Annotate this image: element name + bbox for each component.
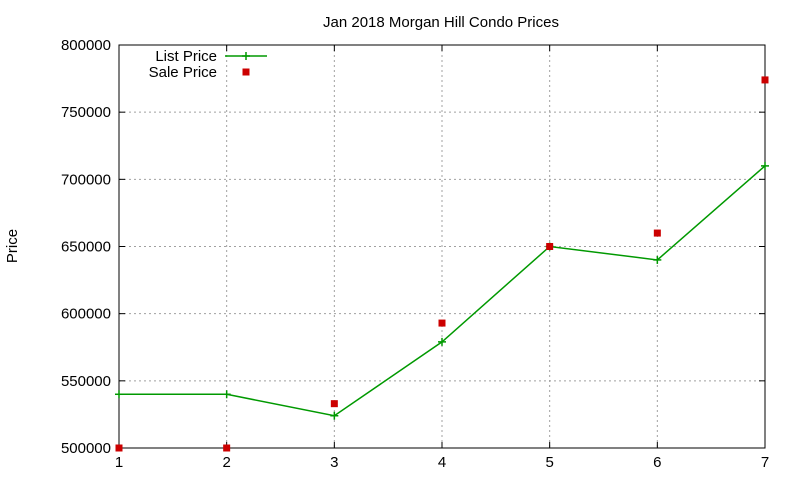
sale-price-point (330, 400, 338, 408)
y-tick-label: 550000 (61, 373, 111, 390)
sale-price-point (653, 229, 661, 237)
plot-frame (118, 44, 766, 449)
y-tick-label: 600000 (61, 306, 111, 323)
y-tick-label: 800000 (61, 37, 111, 54)
sale-price-point (546, 243, 554, 250)
sale-price-point (115, 444, 123, 452)
y-tick-label: 700000 (61, 171, 111, 188)
sale-price-point (223, 444, 231, 452)
legend-swatch-marker (242, 52, 250, 60)
legend-label: Sale Price (149, 64, 217, 81)
y-axis-label: Price (4, 229, 21, 263)
grid-lines (119, 45, 765, 448)
x-tick-label: 3 (330, 454, 338, 471)
axis-ticks: 500000 550000 600000 650000 700000 750000 8000… (61, 37, 769, 471)
x-tick-label: 1 (115, 454, 123, 471)
list-price-point (115, 390, 123, 399)
list-price-point (761, 161, 769, 170)
chart-title: Jan 2018 Morgan Hill Condo Prices (323, 14, 559, 31)
legend-swatch-marker (242, 68, 250, 76)
y-tick-label: 650000 (61, 239, 111, 256)
x-tick-label: 4 (438, 454, 446, 471)
x-tick-label: 7 (761, 454, 769, 471)
y-tick-label: 500000 (61, 440, 111, 457)
x-tick-label: 5 (545, 454, 553, 471)
legend-label: List Price (155, 48, 217, 65)
sale-price-point (438, 319, 446, 327)
sale-price-point (761, 76, 769, 84)
y-tick-label: 750000 (61, 104, 111, 121)
list-price-point (438, 337, 446, 346)
series-layer (115, 76, 769, 452)
list-price-point (222, 390, 231, 399)
x-tick-label: 6 (653, 454, 661, 471)
x-tick-label: 2 (222, 454, 230, 471)
list-price-point (330, 411, 339, 420)
list-price-point (653, 255, 662, 264)
